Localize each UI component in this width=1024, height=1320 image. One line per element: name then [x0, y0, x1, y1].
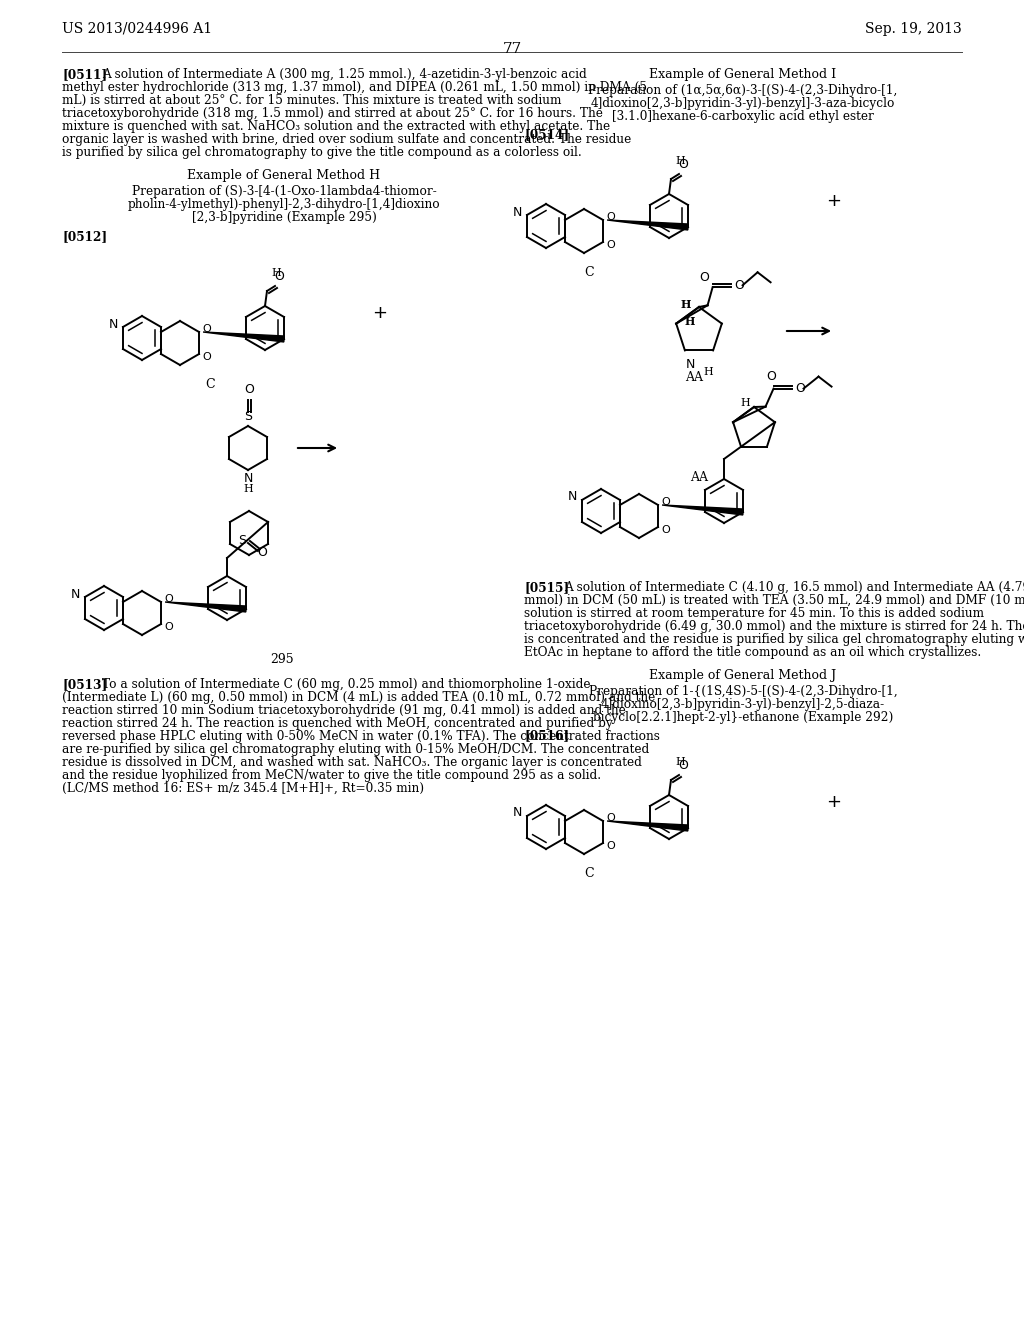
Text: O: O [165, 622, 173, 632]
Text: O: O [699, 271, 710, 284]
Text: Example of General Method I: Example of General Method I [649, 69, 837, 81]
Text: H: H [681, 300, 691, 310]
Text: mL) is stirred at about 25° C. for 15 minutes. This mixture is treated with sodi: mL) is stirred at about 25° C. for 15 mi… [62, 94, 561, 107]
Text: O: O [606, 841, 615, 851]
Text: 4]dioxino[2,3-b]pyridin-3-yl)-benzyl]-3-aza-bicyclo: 4]dioxino[2,3-b]pyridin-3-yl)-benzyl]-3-… [591, 96, 895, 110]
Text: H: H [675, 756, 685, 767]
Text: US 2013/0244996 A1: US 2013/0244996 A1 [62, 22, 212, 36]
Text: H: H [684, 315, 694, 327]
Text: N: N [109, 318, 118, 330]
Text: reaction stirred 24 h. The reaction is quenched with MeOH, concentrated and puri: reaction stirred 24 h. The reaction is q… [62, 717, 612, 730]
Text: N: N [244, 473, 253, 484]
Text: 295: 295 [270, 653, 294, 667]
Text: [0515]: [0515] [524, 581, 569, 594]
Text: organic layer is washed with brine, dried over sodium sulfate and concentrated. : organic layer is washed with brine, drie… [62, 133, 631, 147]
Text: H: H [703, 367, 713, 378]
Text: [0511]: [0511] [62, 69, 108, 81]
Text: [2,3-b]pyridine (Example 295): [2,3-b]pyridine (Example 295) [191, 211, 377, 224]
Text: O: O [796, 381, 806, 395]
Text: O: O [274, 271, 284, 282]
Text: residue is dissolved in DCM, and washed with sat. NaHCO₃. The organic layer is c: residue is dissolved in DCM, and washed … [62, 756, 642, 770]
Text: triacetoxyborohydride (318 mg, 1.5 mmol) and stirred at about 25° C. for 16 hour: triacetoxyborohydride (318 mg, 1.5 mmol)… [62, 107, 603, 120]
Text: Preparation of 1-{(1S,4S)-5-[(S)-4-(2,3-Dihydro-[1,: Preparation of 1-{(1S,4S)-5-[(S)-4-(2,3-… [589, 685, 897, 698]
Text: O: O [606, 813, 615, 822]
Text: +: + [826, 191, 842, 210]
Text: S: S [244, 411, 252, 422]
Text: O: O [678, 759, 688, 772]
Text: N: N [71, 587, 80, 601]
Text: reversed phase HPLC eluting with 0-50% MeCN in water (0.1% TFA). The concentrate: reversed phase HPLC eluting with 0-50% M… [62, 730, 659, 743]
Text: (Intermediate L) (60 mg, 0.50 mmol) in DCM (4 mL) is added TEA (0.10 mL, 0.72 mm: (Intermediate L) (60 mg, 0.50 mmol) in D… [62, 690, 655, 704]
Text: O: O [203, 352, 211, 362]
Text: mmol) in DCM (50 mL) is treated with TEA (3.50 mL, 24.9 mmol) and DMF (10 mL), a: mmol) in DCM (50 mL) is treated with TEA… [524, 594, 1024, 607]
Text: [0513]: [0513] [62, 678, 108, 690]
Text: O: O [734, 279, 744, 292]
Text: H: H [675, 156, 685, 166]
Text: solution is stirred at room temperature for 45 min. To this is added sodium: solution is stirred at room temperature … [524, 607, 984, 620]
Text: methyl ester hydrochloride (313 mg, 1.37 mmol), and DIPEA (0.261 mL, 1.50 mmol) : methyl ester hydrochloride (313 mg, 1.37… [62, 81, 647, 94]
Text: triacetoxyborohydride (6.49 g, 30.0 mmol) and the mixture is stirred for 24 h. T: triacetoxyborohydride (6.49 g, 30.0 mmol… [524, 620, 1024, 634]
Text: O: O [203, 323, 211, 334]
Text: C: C [205, 378, 215, 391]
Text: O: O [165, 594, 173, 605]
Text: O: O [606, 240, 615, 249]
Text: H: H [740, 399, 750, 408]
Text: C: C [584, 267, 594, 279]
Text: H: H [271, 268, 281, 279]
Text: +: + [373, 304, 387, 322]
Text: N: N [686, 358, 695, 371]
Text: N: N [513, 206, 522, 219]
Text: is purified by silica gel chromatography to give the title compound as a colorle: is purified by silica gel chromatography… [62, 147, 582, 158]
Text: N: N [567, 491, 577, 503]
Polygon shape [165, 602, 247, 612]
Text: To a solution of Intermediate C (60 mg, 0.25 mmol) and thiomorpholine 1-oxide: To a solution of Intermediate C (60 mg, … [102, 678, 591, 690]
Text: AA: AA [685, 371, 703, 384]
Text: (LC/MS method 16: ES+ m/z 345.4 [M+H]+, Rt=0.35 min): (LC/MS method 16: ES+ m/z 345.4 [M+H]+, … [62, 781, 424, 795]
Text: Sep. 19, 2013: Sep. 19, 2013 [865, 22, 962, 36]
Text: pholin-4-ylmethyl)-phenyl]-2,3-dihydro-[1,4]dioxino: pholin-4-ylmethyl)-phenyl]-2,3-dihydro-[… [128, 198, 440, 211]
Polygon shape [663, 506, 743, 515]
Text: O: O [767, 370, 776, 383]
Text: [0516]: [0516] [524, 729, 569, 742]
Text: N: N [513, 807, 522, 820]
Text: Preparation of (S)-3-[4-(1-Oxo-1lambda4-thiomor-: Preparation of (S)-3-[4-(1-Oxo-1lambda4-… [132, 185, 436, 198]
Text: O: O [606, 213, 615, 222]
Text: O: O [662, 498, 671, 507]
Text: [3.1.0]hexane-6-carboxylic acid ethyl ester: [3.1.0]hexane-6-carboxylic acid ethyl es… [612, 110, 873, 123]
Polygon shape [607, 821, 688, 832]
Text: mixture is quenched with sat. NaHCO₃ solution and the extracted with ethyl aceta: mixture is quenched with sat. NaHCO₃ sol… [62, 120, 610, 133]
Text: Preparation of (1α,5α,6α)-3-[(S)-4-(2,3-Dihydro-[1,: Preparation of (1α,5α,6α)-3-[(S)-4-(2,3-… [589, 84, 898, 96]
Text: [0514]: [0514] [524, 128, 569, 141]
Text: 4]dioxino[2,3-b]pyridin-3-yl)-benzyl]-2,5-diaza-: 4]dioxino[2,3-b]pyridin-3-yl)-benzyl]-2,… [601, 698, 885, 711]
Polygon shape [203, 333, 285, 342]
Text: Example of General Method J: Example of General Method J [649, 669, 837, 682]
Text: are re-purified by silica gel chromatography eluting with 0-15% MeOH/DCM. The co: are re-purified by silica gel chromatogr… [62, 743, 649, 756]
Text: and the residue lyophilized from MeCN/water to give the title compound 295 as a : and the residue lyophilized from MeCN/wa… [62, 770, 601, 781]
Text: [0512]: [0512] [62, 230, 108, 243]
Text: C: C [584, 867, 594, 880]
Text: Example of General Method H: Example of General Method H [187, 169, 381, 182]
Text: H: H [243, 484, 253, 494]
Text: A solution of Intermediate C (4.10 g, 16.5 mmol) and Intermediate AA (4.79 g, 29: A solution of Intermediate C (4.10 g, 16… [564, 581, 1024, 594]
Text: A solution of Intermediate A (300 mg, 1.25 mmol.), 4-azetidin-3-yl-benzoic acid: A solution of Intermediate A (300 mg, 1.… [102, 69, 587, 81]
Polygon shape [607, 220, 688, 230]
Text: 77: 77 [503, 42, 521, 55]
Text: O: O [662, 525, 671, 535]
Text: +: + [826, 793, 842, 810]
Text: is concentrated and the residue is purified by silica gel chromatography eluting: is concentrated and the residue is purif… [524, 634, 1024, 645]
Text: bicyclo[2.2.1]hept-2-yl}-ethanone (Example 292): bicyclo[2.2.1]hept-2-yl}-ethanone (Examp… [593, 711, 893, 723]
Text: AA: AA [690, 471, 708, 484]
Text: S: S [238, 535, 246, 548]
Text: O: O [244, 383, 254, 396]
Text: O: O [678, 158, 688, 172]
Text: EtOAc in heptane to afford the title compound as an oil which crystallizes.: EtOAc in heptane to afford the title com… [524, 645, 981, 659]
Text: reaction stirred 10 min Sodium triacetoxyborohydride (91 mg, 0.41 mmol) is added: reaction stirred 10 min Sodium triacetox… [62, 704, 626, 717]
Text: O: O [257, 546, 267, 560]
